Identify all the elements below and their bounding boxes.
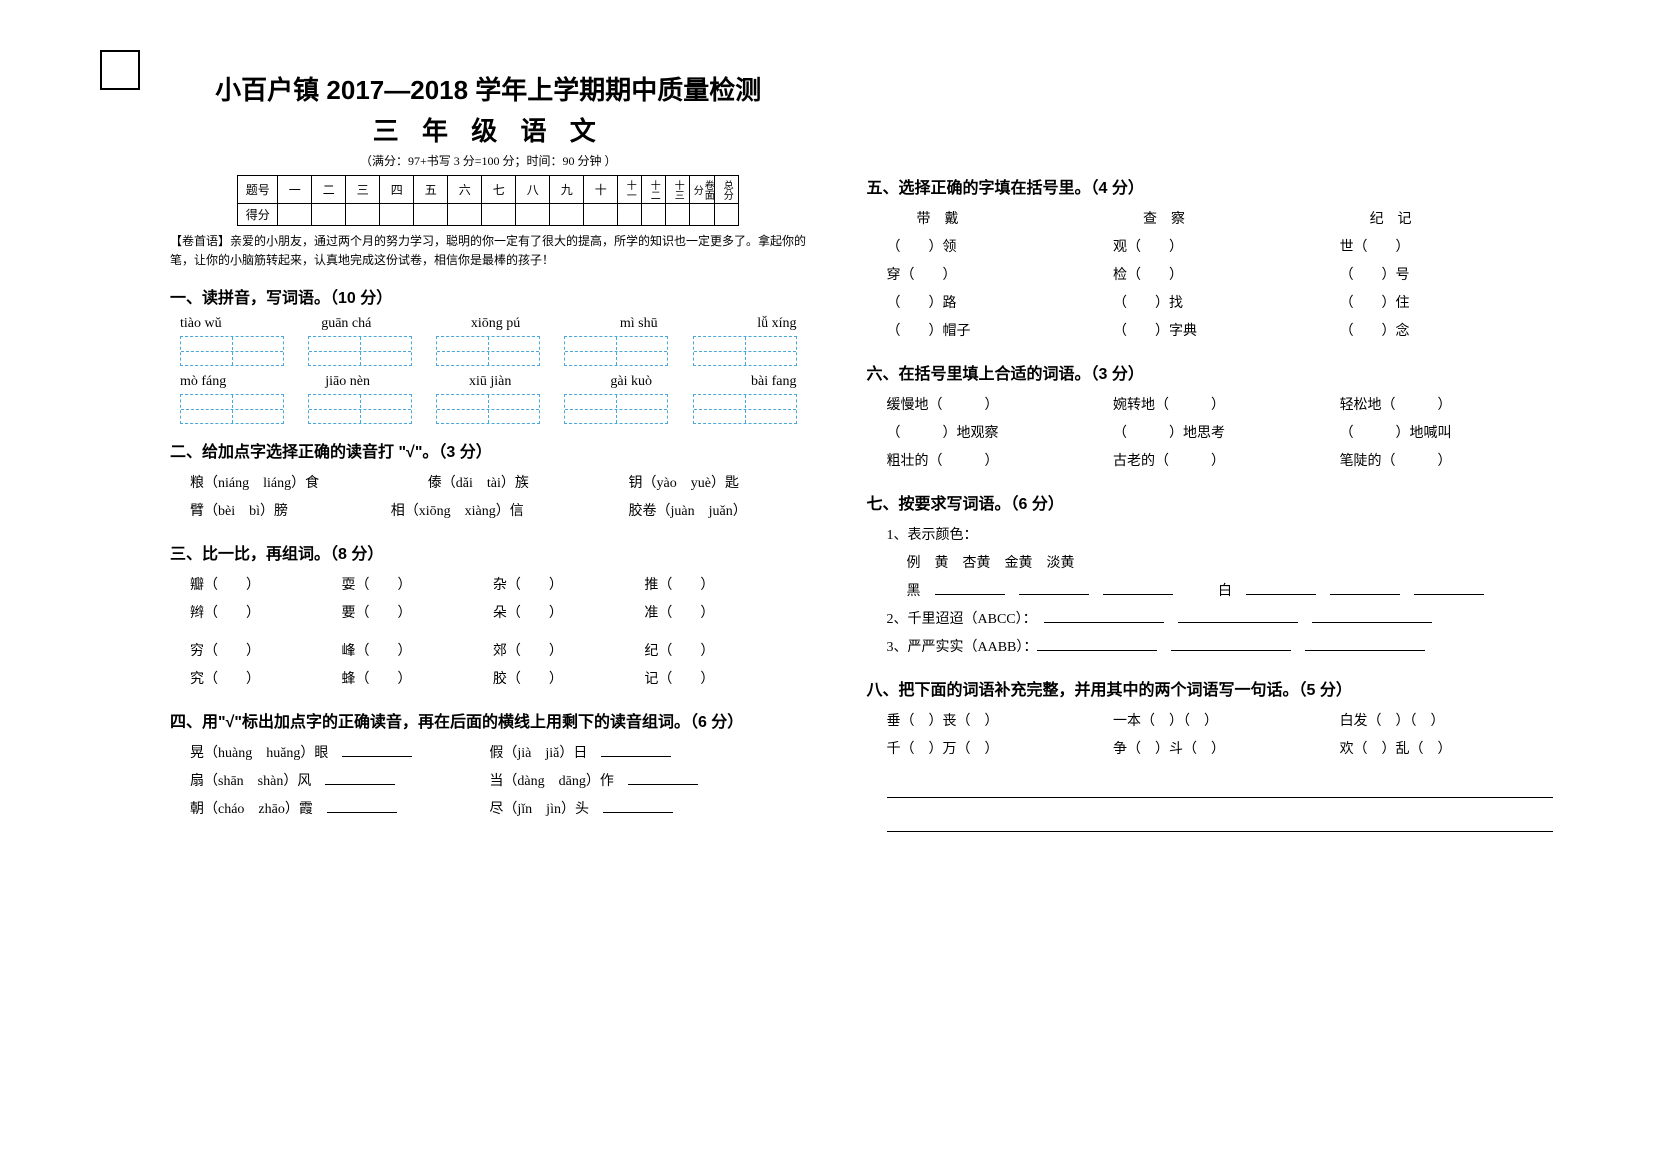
pinyin-row-2: mò fáng jiāo nèn xiū jiàn gài kuò bài fa… <box>170 374 807 390</box>
blank <box>628 771 698 785</box>
char-box <box>180 336 284 366</box>
exam-title-2: 三 年 级 语 文 <box>170 111 807 148</box>
blank <box>603 799 673 813</box>
char-box <box>308 336 412 366</box>
sentence-blank-1 <box>887 778 1554 798</box>
exam-subtitle: （满分：97+书写 3 分=100 分；时间：90 分钟 ） <box>170 152 807 169</box>
char-box <box>564 336 668 366</box>
char-box <box>436 394 540 424</box>
char-box <box>180 394 284 424</box>
section-7-title: 七、按要求写词语。（6 分） <box>867 490 1574 514</box>
section-6-title: 六、在括号里填上合适的词语。（3 分） <box>867 360 1574 384</box>
s2-line-1: 粮（niáng liáng）食 傣（dǎi tài）族 钥（yào yuè）匙 <box>170 470 807 498</box>
blank <box>325 771 395 785</box>
intro-text: 【卷首语】亲爱的小朋友，通过两个月的努力学习，聪明的你一定有了很大的提高，所学的… <box>170 232 807 270</box>
score-table: 题号 一 二 三 四 五 六 七 八 九 十 十一 十二 十三 卷面分 总分 得… <box>237 175 739 226</box>
section-2-title: 二、给加点字选择正确的读音打 "√"。（3 分） <box>170 438 807 462</box>
blank <box>327 799 397 813</box>
th-score: 得分 <box>238 204 278 226</box>
section-8-title: 八、把下面的词语补充完整，并用其中的两个词语写一句话。（5 分） <box>867 676 1574 700</box>
blank <box>342 743 412 757</box>
char-box <box>693 336 797 366</box>
section-5-title: 五、选择正确的字填在括号里。（4 分） <box>867 174 1574 198</box>
char-box <box>693 394 797 424</box>
th-num: 题号 <box>238 176 278 204</box>
exam-title-1: 小百户镇 2017—2018 学年上学期期中质量检测 <box>170 70 807 107</box>
char-box <box>436 336 540 366</box>
s2-line-2: 臂（bèi bì）膀 相（xiōng xiàng）信 胶卷（juàn juǎn） <box>170 498 807 526</box>
pinyin-row-1: tiào wǔ guān chá xiōng pú mì shū lǚ xíng <box>170 316 807 332</box>
section-3-title: 三、比一比，再组词。（8 分） <box>170 540 807 564</box>
right-column: 五、选择正确的字填在括号里。（4 分） 带 戴 查 察 纪 记 （ ）领 观（ … <box>827 30 1594 1139</box>
section-1-title: 一、读拼音，写词语。（10 分） <box>170 284 807 308</box>
stub-square <box>100 50 140 90</box>
char-box <box>308 394 412 424</box>
section-4-title: 四、用"√"标出加点字的正确读音，再在后面的横线上用剩下的读音组词。（6 分） <box>170 708 807 732</box>
blank <box>601 743 671 757</box>
sentence-blank-2 <box>887 812 1554 832</box>
left-column: 小百户镇 2017—2018 学年上学期期中质量检测 三 年 级 语 文 （满分… <box>60 30 827 1139</box>
char-box <box>564 394 668 424</box>
